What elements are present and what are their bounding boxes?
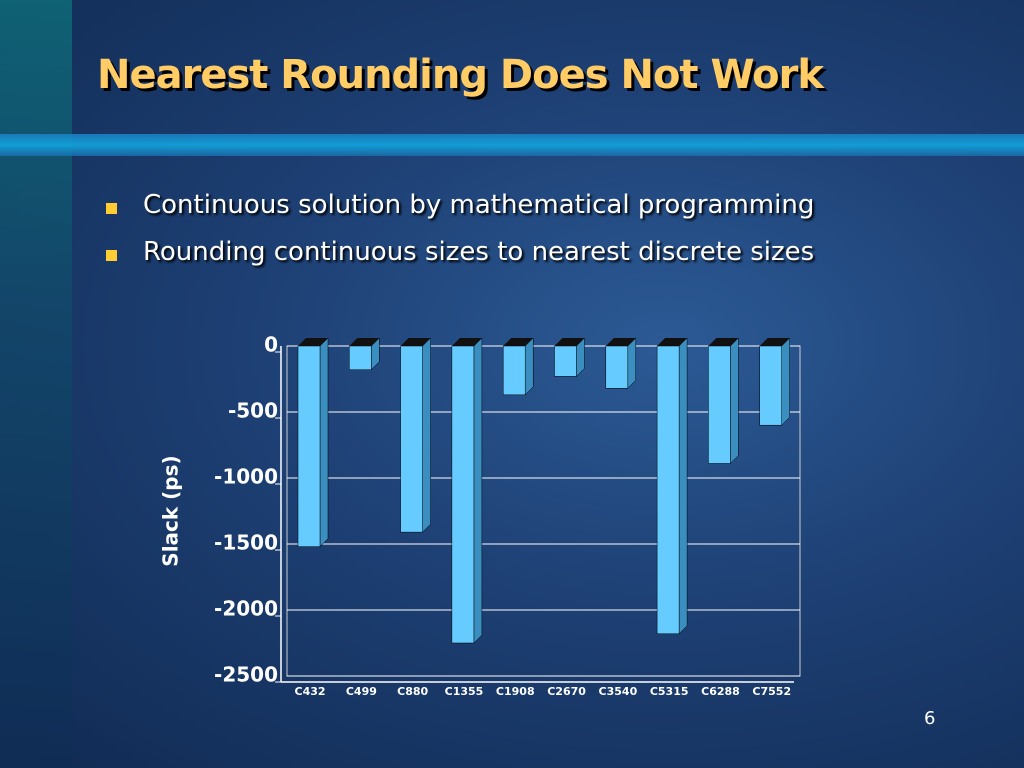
bullet-text: Continuous solution by mathematical prog… — [143, 190, 815, 220]
bar — [605, 345, 629, 389]
bar — [451, 345, 475, 644]
page-number: 6 — [924, 708, 936, 729]
bar — [349, 345, 372, 371]
bullet-marker — [106, 203, 117, 214]
bar-side — [524, 337, 534, 396]
y-tick-label: 0 — [264, 333, 278, 357]
bar-cap — [349, 338, 380, 346]
y-tick-label: -1000 — [214, 465, 278, 489]
bar-cap — [708, 338, 739, 346]
y-tick-label: -500 — [228, 399, 278, 423]
bar — [656, 345, 680, 635]
x-tick-label: C2670 — [547, 685, 586, 698]
y-tick-label: -2000 — [214, 597, 278, 621]
bar — [554, 345, 577, 377]
y-axis-label: Slack (ps) — [159, 455, 183, 566]
bullet-text: Rounding continuous sizes to nearest dis… — [143, 237, 815, 267]
bullet-marker — [106, 250, 117, 261]
bar-side — [422, 337, 431, 533]
bar — [400, 345, 423, 533]
x-tick-label: C3540 — [599, 685, 638, 698]
bar-side — [319, 337, 329, 548]
bar — [708, 345, 731, 464]
bar-cap — [400, 338, 431, 346]
bar-cap — [298, 338, 328, 346]
bar-side — [473, 337, 483, 644]
bar-side — [730, 337, 739, 465]
bar-cap — [451, 338, 482, 346]
bar-side — [781, 337, 790, 426]
bar-cap — [759, 338, 790, 346]
bar-side — [627, 337, 637, 389]
bar-cap — [605, 338, 636, 346]
bar-cap — [503, 338, 534, 346]
bar — [759, 345, 782, 426]
y-tick-label: -1500 — [214, 531, 278, 555]
decor-stripe — [0, 0, 72, 768]
slide-title: Nearest Rounding Does Not Work — [97, 52, 824, 98]
decor-band — [0, 134, 1024, 156]
x-tick-label: C5315 — [650, 685, 689, 698]
x-tick-label: C880 — [397, 685, 428, 698]
bar — [297, 345, 321, 547]
x-tick-label: C7552 — [752, 685, 791, 698]
bar-cap — [657, 338, 688, 346]
x-tick-label: C499 — [346, 685, 377, 698]
x-tick-label: C432 — [295, 685, 326, 698]
y-tick-label: -2500 — [214, 663, 278, 687]
x-tick-label: C6288 — [701, 685, 740, 698]
bar-side — [678, 337, 688, 635]
bar — [502, 345, 526, 396]
x-tick-label: C1355 — [445, 685, 484, 698]
bar-cap — [554, 338, 585, 346]
x-tick-label: C1908 — [496, 685, 535, 698]
